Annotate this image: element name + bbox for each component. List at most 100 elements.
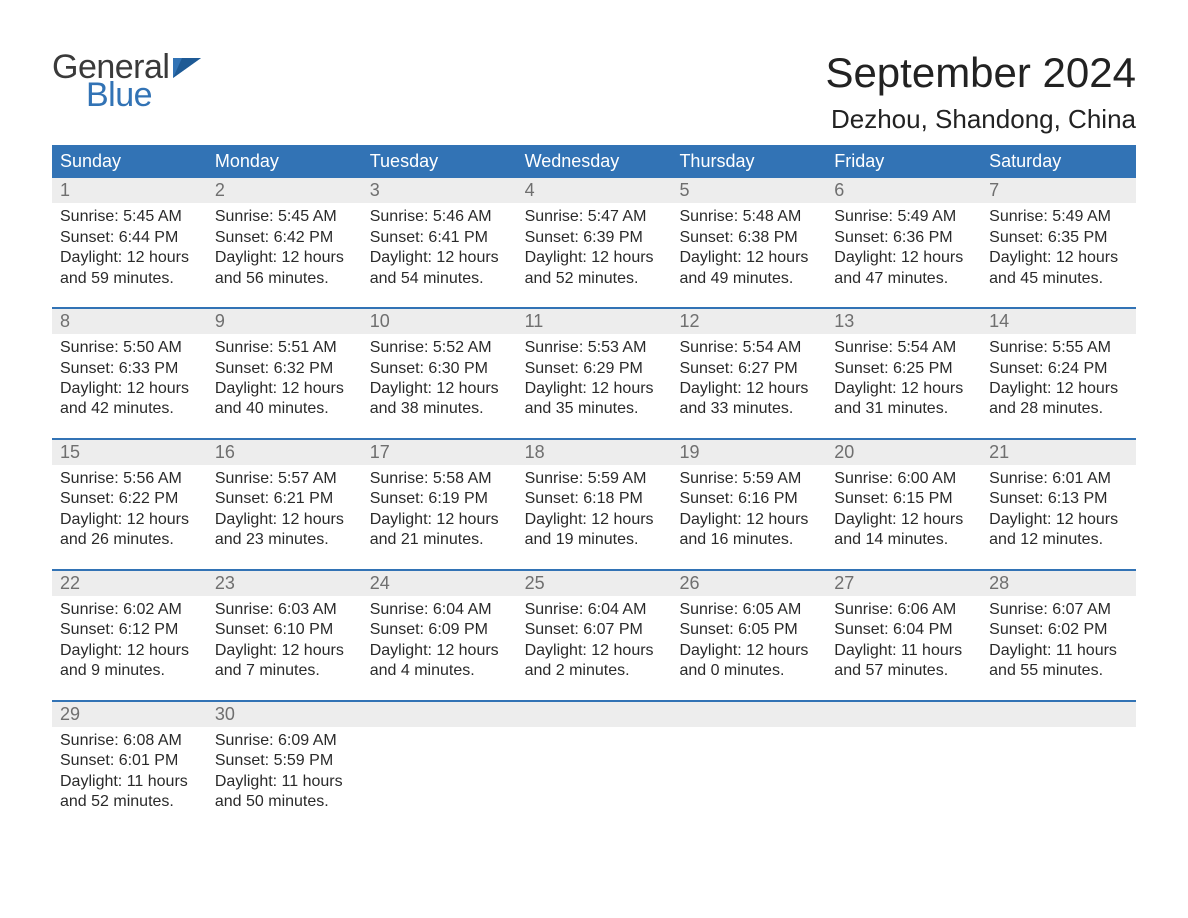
day-number-row: 29	[52, 702, 207, 727]
day-number-row: 5	[671, 178, 826, 203]
day-number: 2	[207, 178, 362, 203]
sunset-text: Sunset: 6:22 PM	[60, 489, 199, 509]
day-cell	[981, 702, 1136, 831]
day-number	[981, 702, 1136, 727]
weekday-tuesday: Tuesday	[362, 145, 517, 178]
day-body: Sunrise: 6:00 AMSunset: 6:15 PMDaylight:…	[826, 465, 981, 551]
sunset-text: Sunset: 6:09 PM	[370, 620, 509, 640]
day-cell: 7Sunrise: 5:49 AMSunset: 6:35 PMDaylight…	[981, 178, 1136, 307]
weekday-monday: Monday	[207, 145, 362, 178]
daylight-line2: and 54 minutes.	[370, 269, 509, 289]
weekday-saturday: Saturday	[981, 145, 1136, 178]
day-number-row	[826, 702, 981, 727]
day-number	[517, 702, 672, 727]
day-number: 30	[207, 702, 362, 727]
daylight-line1: Daylight: 12 hours	[834, 248, 973, 268]
day-body: Sunrise: 6:04 AMSunset: 6:09 PMDaylight:…	[362, 596, 517, 682]
daylight-line1: Daylight: 12 hours	[215, 510, 354, 530]
day-number-row: 18	[517, 440, 672, 465]
day-number-row: 13	[826, 309, 981, 334]
daylight-line2: and 4 minutes.	[370, 661, 509, 681]
week-row: 1Sunrise: 5:45 AMSunset: 6:44 PMDaylight…	[52, 178, 1136, 307]
daylight-line1: Daylight: 12 hours	[989, 379, 1128, 399]
sunrise-text: Sunrise: 5:54 AM	[679, 338, 818, 358]
daylight-line2: and 55 minutes.	[989, 661, 1128, 681]
day-body: Sunrise: 5:59 AMSunset: 6:18 PMDaylight:…	[517, 465, 672, 551]
day-number: 5	[671, 178, 826, 203]
sunset-text: Sunset: 6:10 PM	[215, 620, 354, 640]
day-body: Sunrise: 5:49 AMSunset: 6:35 PMDaylight:…	[981, 203, 1136, 289]
sunset-text: Sunset: 6:44 PM	[60, 228, 199, 248]
day-cell: 5Sunrise: 5:48 AMSunset: 6:38 PMDaylight…	[671, 178, 826, 307]
daylight-line1: Daylight: 12 hours	[525, 248, 664, 268]
sunrise-text: Sunrise: 5:54 AM	[834, 338, 973, 358]
day-cell: 1Sunrise: 5:45 AMSunset: 6:44 PMDaylight…	[52, 178, 207, 307]
day-number-row: 7	[981, 178, 1136, 203]
sunrise-text: Sunrise: 6:03 AM	[215, 600, 354, 620]
day-cell: 6Sunrise: 5:49 AMSunset: 6:36 PMDaylight…	[826, 178, 981, 307]
day-body	[826, 727, 981, 731]
day-number: 3	[362, 178, 517, 203]
day-cell: 26Sunrise: 6:05 AMSunset: 6:05 PMDayligh…	[671, 571, 826, 700]
header-row: General Blue September 2024 Dezhou, Shan…	[52, 50, 1136, 135]
day-cell: 20Sunrise: 6:00 AMSunset: 6:15 PMDayligh…	[826, 440, 981, 569]
day-body: Sunrise: 6:03 AMSunset: 6:10 PMDaylight:…	[207, 596, 362, 682]
daylight-line2: and 26 minutes.	[60, 530, 199, 550]
daylight-line1: Daylight: 12 hours	[989, 248, 1128, 268]
sunrise-text: Sunrise: 5:48 AM	[679, 207, 818, 227]
sunrise-text: Sunrise: 5:45 AM	[60, 207, 199, 227]
daylight-line1: Daylight: 12 hours	[215, 641, 354, 661]
sunset-text: Sunset: 6:29 PM	[525, 359, 664, 379]
sunset-text: Sunset: 6:18 PM	[525, 489, 664, 509]
daylight-line2: and 28 minutes.	[989, 399, 1128, 419]
day-number-row: 28	[981, 571, 1136, 596]
day-number-row: 19	[671, 440, 826, 465]
week-row: 8Sunrise: 5:50 AMSunset: 6:33 PMDaylight…	[52, 307, 1136, 438]
sunrise-text: Sunrise: 5:52 AM	[370, 338, 509, 358]
daylight-line2: and 47 minutes.	[834, 269, 973, 289]
daylight-line1: Daylight: 12 hours	[525, 641, 664, 661]
sunset-text: Sunset: 6:05 PM	[679, 620, 818, 640]
daylight-line1: Daylight: 12 hours	[989, 510, 1128, 530]
day-cell: 14Sunrise: 5:55 AMSunset: 6:24 PMDayligh…	[981, 309, 1136, 438]
day-number-row: 21	[981, 440, 1136, 465]
daylight-line2: and 9 minutes.	[60, 661, 199, 681]
sunrise-text: Sunrise: 5:49 AM	[989, 207, 1128, 227]
day-cell: 2Sunrise: 5:45 AMSunset: 6:42 PMDaylight…	[207, 178, 362, 307]
sunset-text: Sunset: 6:38 PM	[679, 228, 818, 248]
daylight-line1: Daylight: 12 hours	[215, 248, 354, 268]
day-cell: 18Sunrise: 5:59 AMSunset: 6:18 PMDayligh…	[517, 440, 672, 569]
day-cell: 19Sunrise: 5:59 AMSunset: 6:16 PMDayligh…	[671, 440, 826, 569]
day-number-row: 24	[362, 571, 517, 596]
sunrise-text: Sunrise: 5:55 AM	[989, 338, 1128, 358]
sunset-text: Sunset: 6:36 PM	[834, 228, 973, 248]
day-body: Sunrise: 5:46 AMSunset: 6:41 PMDaylight:…	[362, 203, 517, 289]
daylight-line2: and 50 minutes.	[215, 792, 354, 812]
daylight-line1: Daylight: 12 hours	[834, 379, 973, 399]
weekday-sunday: Sunday	[52, 145, 207, 178]
day-cell	[826, 702, 981, 831]
day-cell: 15Sunrise: 5:56 AMSunset: 6:22 PMDayligh…	[52, 440, 207, 569]
day-number: 27	[826, 571, 981, 596]
daylight-line1: Daylight: 12 hours	[834, 510, 973, 530]
day-cell: 9Sunrise: 5:51 AMSunset: 6:32 PMDaylight…	[207, 309, 362, 438]
day-number: 29	[52, 702, 207, 727]
day-body: Sunrise: 5:59 AMSunset: 6:16 PMDaylight:…	[671, 465, 826, 551]
day-body: Sunrise: 5:54 AMSunset: 6:27 PMDaylight:…	[671, 334, 826, 420]
daylight-line2: and 16 minutes.	[679, 530, 818, 550]
day-cell: 21Sunrise: 6:01 AMSunset: 6:13 PMDayligh…	[981, 440, 1136, 569]
sunrise-text: Sunrise: 5:51 AM	[215, 338, 354, 358]
sunset-text: Sunset: 6:04 PM	[834, 620, 973, 640]
day-number-row: 23	[207, 571, 362, 596]
location-text: Dezhou, Shandong, China	[825, 104, 1136, 135]
sunrise-text: Sunrise: 5:49 AM	[834, 207, 973, 227]
day-number: 10	[362, 309, 517, 334]
day-number: 7	[981, 178, 1136, 203]
sunrise-text: Sunrise: 5:58 AM	[370, 469, 509, 489]
sunrise-text: Sunrise: 6:01 AM	[989, 469, 1128, 489]
daylight-line1: Daylight: 11 hours	[60, 772, 199, 792]
day-body: Sunrise: 5:57 AMSunset: 6:21 PMDaylight:…	[207, 465, 362, 551]
daylight-line1: Daylight: 12 hours	[60, 510, 199, 530]
daylight-line2: and 42 minutes.	[60, 399, 199, 419]
sunset-text: Sunset: 6:19 PM	[370, 489, 509, 509]
